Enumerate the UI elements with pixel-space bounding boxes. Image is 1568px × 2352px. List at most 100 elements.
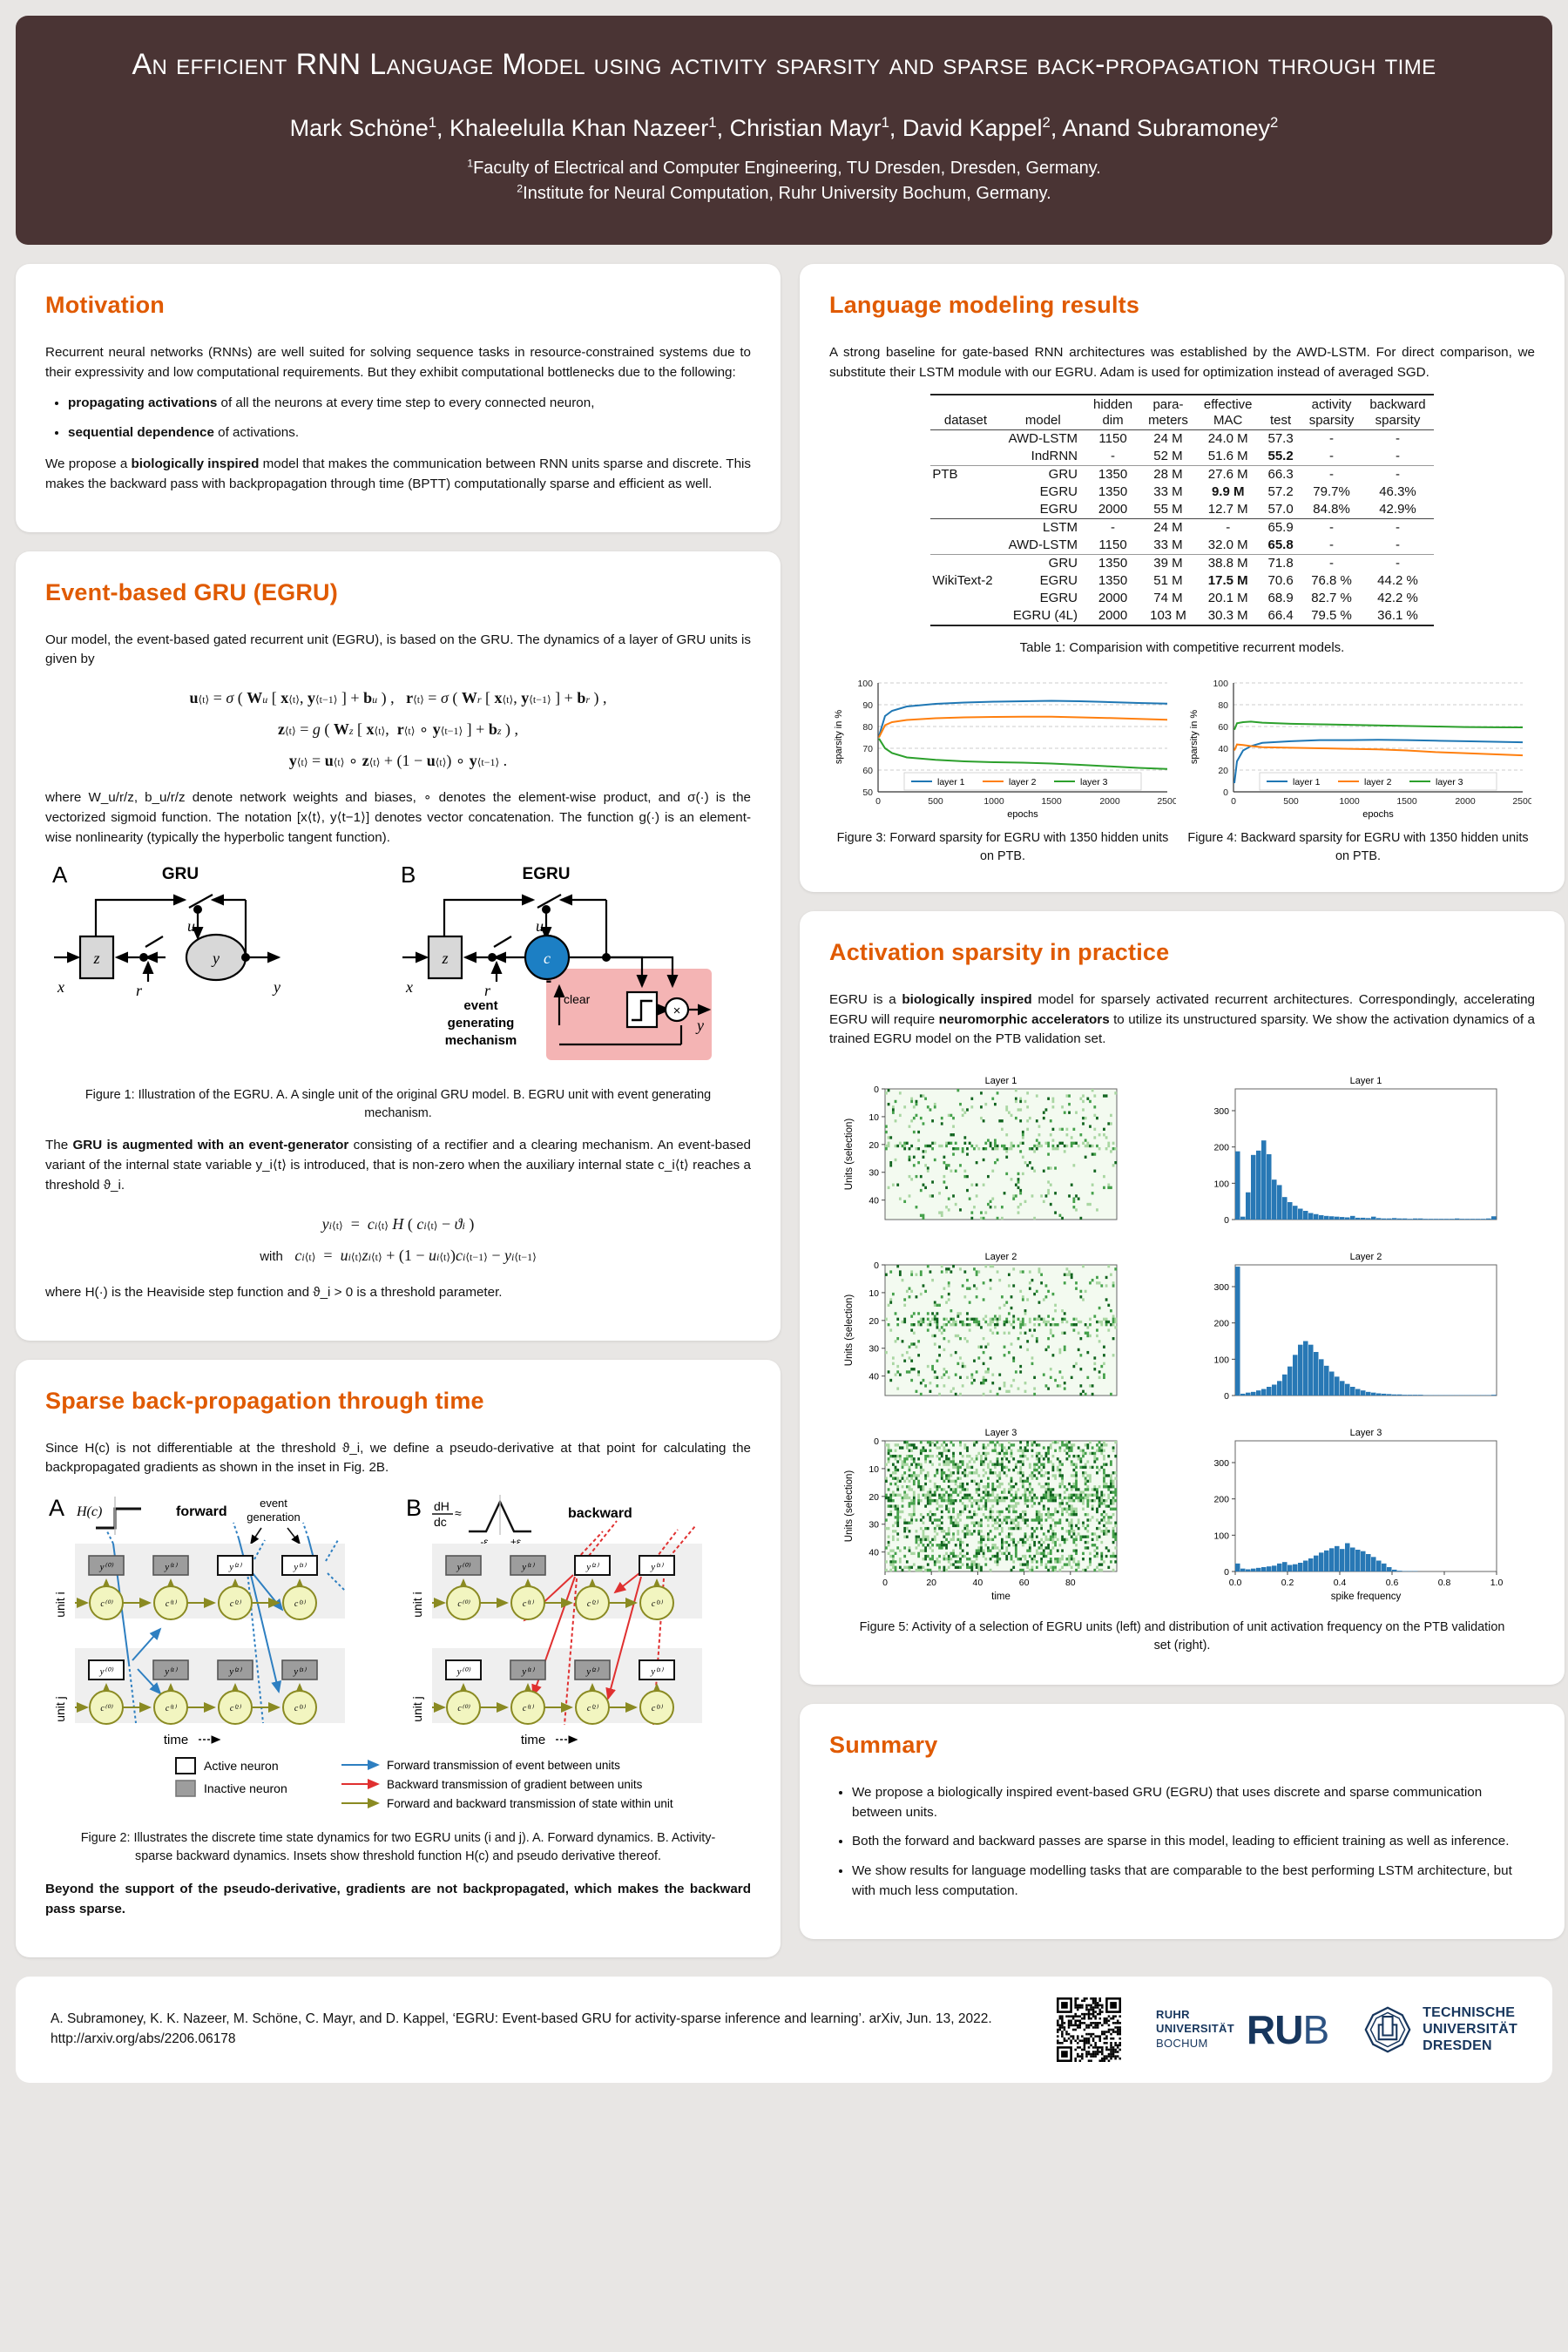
activation-heading: Activation sparsity in practice: [829, 938, 1170, 965]
raster-ytick: 10: [868, 1112, 879, 1123]
cell-act: 84.8%: [1313, 502, 1350, 517]
hist-ytick: 300: [1213, 1106, 1229, 1117]
cell-act: -: [1329, 556, 1335, 571]
table-row: EGRU 2000 55 M 12.7 M 57.0 84.8% 42.9%: [930, 501, 1433, 519]
page-title: An efficient RNN Language Model using ac…: [132, 48, 1436, 81]
unit-i-label: unit i: [53, 1592, 67, 1618]
svg-text:×: ×: [673, 1004, 681, 1018]
forward-label: forward: [176, 1504, 227, 1519]
cell-test: 55.2: [1267, 449, 1294, 464]
svg-text:90: 90: [862, 700, 873, 711]
svg-text:y⁽⁰⁾: y⁽⁰⁾: [456, 1666, 471, 1677]
fig4-legend: layer 1 layer 2 layer 3: [1259, 772, 1497, 791]
cell-hidden: 2000: [1098, 591, 1128, 606]
legend-state-label: Forward and backward transmission of sta…: [387, 1797, 673, 1810]
raster-xtick: 60: [1019, 1578, 1030, 1588]
cell-hidden: -: [1111, 449, 1116, 464]
gru-r-label: r: [136, 982, 143, 999]
poster-footer: A. Subramoney, K. K. Nazeer, M. Schöne, …: [16, 1976, 1552, 2083]
svg-text:c⁽¹⁾: c⁽¹⁾: [166, 1599, 178, 1609]
svg-text:y⁽¹⁾: y⁽¹⁾: [164, 1666, 178, 1677]
sparse-bptt-intro: Since H(c) is not differentiable at the …: [45, 1440, 751, 1476]
y-box-active: [574, 1555, 611, 1577]
cell-dataset: [930, 607, 1000, 625]
figure-2-svg: A H(c) forward event generation unit i: [49, 1495, 702, 1810]
svg-text:c⁽¹⁾: c⁽¹⁾: [523, 1599, 535, 1609]
gru-x-label: x: [57, 978, 64, 996]
svg-text:50: 50: [862, 787, 873, 798]
figure5-histogram-2: Layer 2 0 100 200 300: [1213, 1252, 1497, 1402]
cell-back: -: [1395, 537, 1400, 553]
col-activity-sparsity: activity sparsity: [1308, 397, 1355, 428]
svg-text:c⁽²⁾: c⁽²⁾: [230, 1599, 242, 1609]
table-row: AWD-LSTM 1150 24 M 24.0 M 57.3 - -: [930, 429, 1434, 448]
cell-mac: 27.6 M: [1207, 467, 1248, 483]
figure-4-caption: Figure 4: Backward sparsity for EGRU wit…: [1187, 830, 1529, 863]
cell-params: 51 M: [1153, 573, 1183, 589]
svg-text:y⁽¹⁾: y⁽¹⁾: [521, 1562, 535, 1572]
svg-text:1500: 1500: [1041, 796, 1062, 807]
egru-where-text: where W_u/r/z, b_u/r/z denote network we…: [45, 790, 751, 845]
clear-label: clear: [564, 992, 591, 1006]
author-list: Mark Schöne1, Khaleelulla Khan Nazeer1, …: [289, 113, 1279, 141]
cell-dataset: [930, 429, 1000, 448]
unit-i-label: unit i: [410, 1592, 424, 1618]
svg-text:c⁽⁰⁾: c⁽⁰⁾: [100, 1704, 113, 1713]
mechanism-line-3: mechanism: [445, 1033, 517, 1048]
cell-params: 33 M: [1153, 537, 1183, 553]
y-box-active: [281, 1555, 318, 1577]
svg-text:y⁽⁰⁾: y⁽⁰⁾: [99, 1666, 114, 1677]
svg-text:c⁽²⁾: c⁽²⁾: [587, 1704, 599, 1713]
raster-title: Layer 1: [985, 1076, 1017, 1086]
cell-back: -: [1395, 520, 1400, 536]
rub-wordmark: RUB: [1246, 2006, 1329, 2052]
cell-act: -: [1329, 449, 1335, 464]
cell-act: 79.5 %: [1311, 608, 1352, 624]
cell-act: 82.7 %: [1311, 591, 1352, 606]
y-box-inactive: [445, 1555, 482, 1576]
cell-mac: -: [1226, 520, 1231, 536]
raster-ylabel: Units (selection): [844, 1470, 855, 1543]
col-effective-mac: effective MAC: [1203, 397, 1253, 428]
raster-ytick: 40: [868, 1196, 879, 1206]
svg-text:c⁽³⁾: c⁽³⁾: [652, 1704, 664, 1713]
svg-text:20: 20: [1218, 766, 1228, 776]
cell-test: 71.8: [1267, 556, 1294, 571]
inset-tick-minus-eps: -ε: [480, 1536, 489, 1548]
summary-heading: Summary: [829, 1731, 938, 1758]
raster-xtick: 0: [882, 1578, 888, 1588]
equation-gru-dynamics: u⟨t⟩ = σ ( Wu [ x⟨t⟩, y⟨t−1⟩ ] + bu ) , …: [189, 689, 607, 770]
raster-ytick: 10: [868, 1464, 879, 1475]
cell-params: 28 M: [1153, 467, 1183, 483]
svg-text:layer 1: layer 1: [1293, 777, 1321, 787]
svg-text:1000: 1000: [1339, 796, 1360, 807]
cell-back: -: [1395, 449, 1400, 464]
egru-c-label: c: [544, 950, 551, 967]
table-row: IndRNN - 52 M 51.6 M 55.2 - -: [930, 448, 1433, 466]
tud-line-2: UNIVERSITÄT: [1423, 2021, 1517, 2037]
results-table: dataset model hidden dim para-meters effe…: [930, 394, 1434, 626]
fig3-grid: [878, 682, 1167, 771]
raster-xtick: 20: [926, 1578, 936, 1588]
hist-ytick: 200: [1213, 1495, 1229, 1505]
list-item: sequential dependence of activations.: [68, 423, 751, 443]
cell-params: 24 M: [1153, 520, 1183, 536]
gru-z-label: z: [92, 950, 99, 967]
hist-xtick: 0.4: [1334, 1578, 1347, 1588]
section-activation-sparsity: Activation sparsity in practice EGRU is …: [800, 910, 1565, 1685]
raster-ylabel: Units (selection): [844, 1294, 855, 1367]
hist-ytick: 100: [1213, 1531, 1229, 1541]
figure-3-caption: Figure 3: Forward sparsity for EGRU with…: [836, 830, 1169, 863]
gru-y-label: y: [211, 950, 220, 967]
cell-test: 65.9: [1267, 520, 1294, 536]
svg-text:layer 1: layer 1: [937, 777, 965, 787]
list-item: propagating activations of all the neuro…: [68, 394, 751, 414]
cell-model: EGRU: [1039, 502, 1078, 517]
egru-heading: Event-based GRU (EGRU): [45, 578, 338, 605]
svg-text:1500: 1500: [1396, 796, 1417, 807]
poster-columns: Motivation Recurrent neural networks (RN…: [16, 263, 1565, 1957]
svg-text:y⁽⁰⁾: y⁽⁰⁾: [456, 1562, 471, 1572]
activation-paragraph: EGRU is a biologically inspired model fo…: [829, 991, 1536, 1047]
section-motivation: Motivation Recurrent neural networks (RN…: [16, 263, 781, 532]
